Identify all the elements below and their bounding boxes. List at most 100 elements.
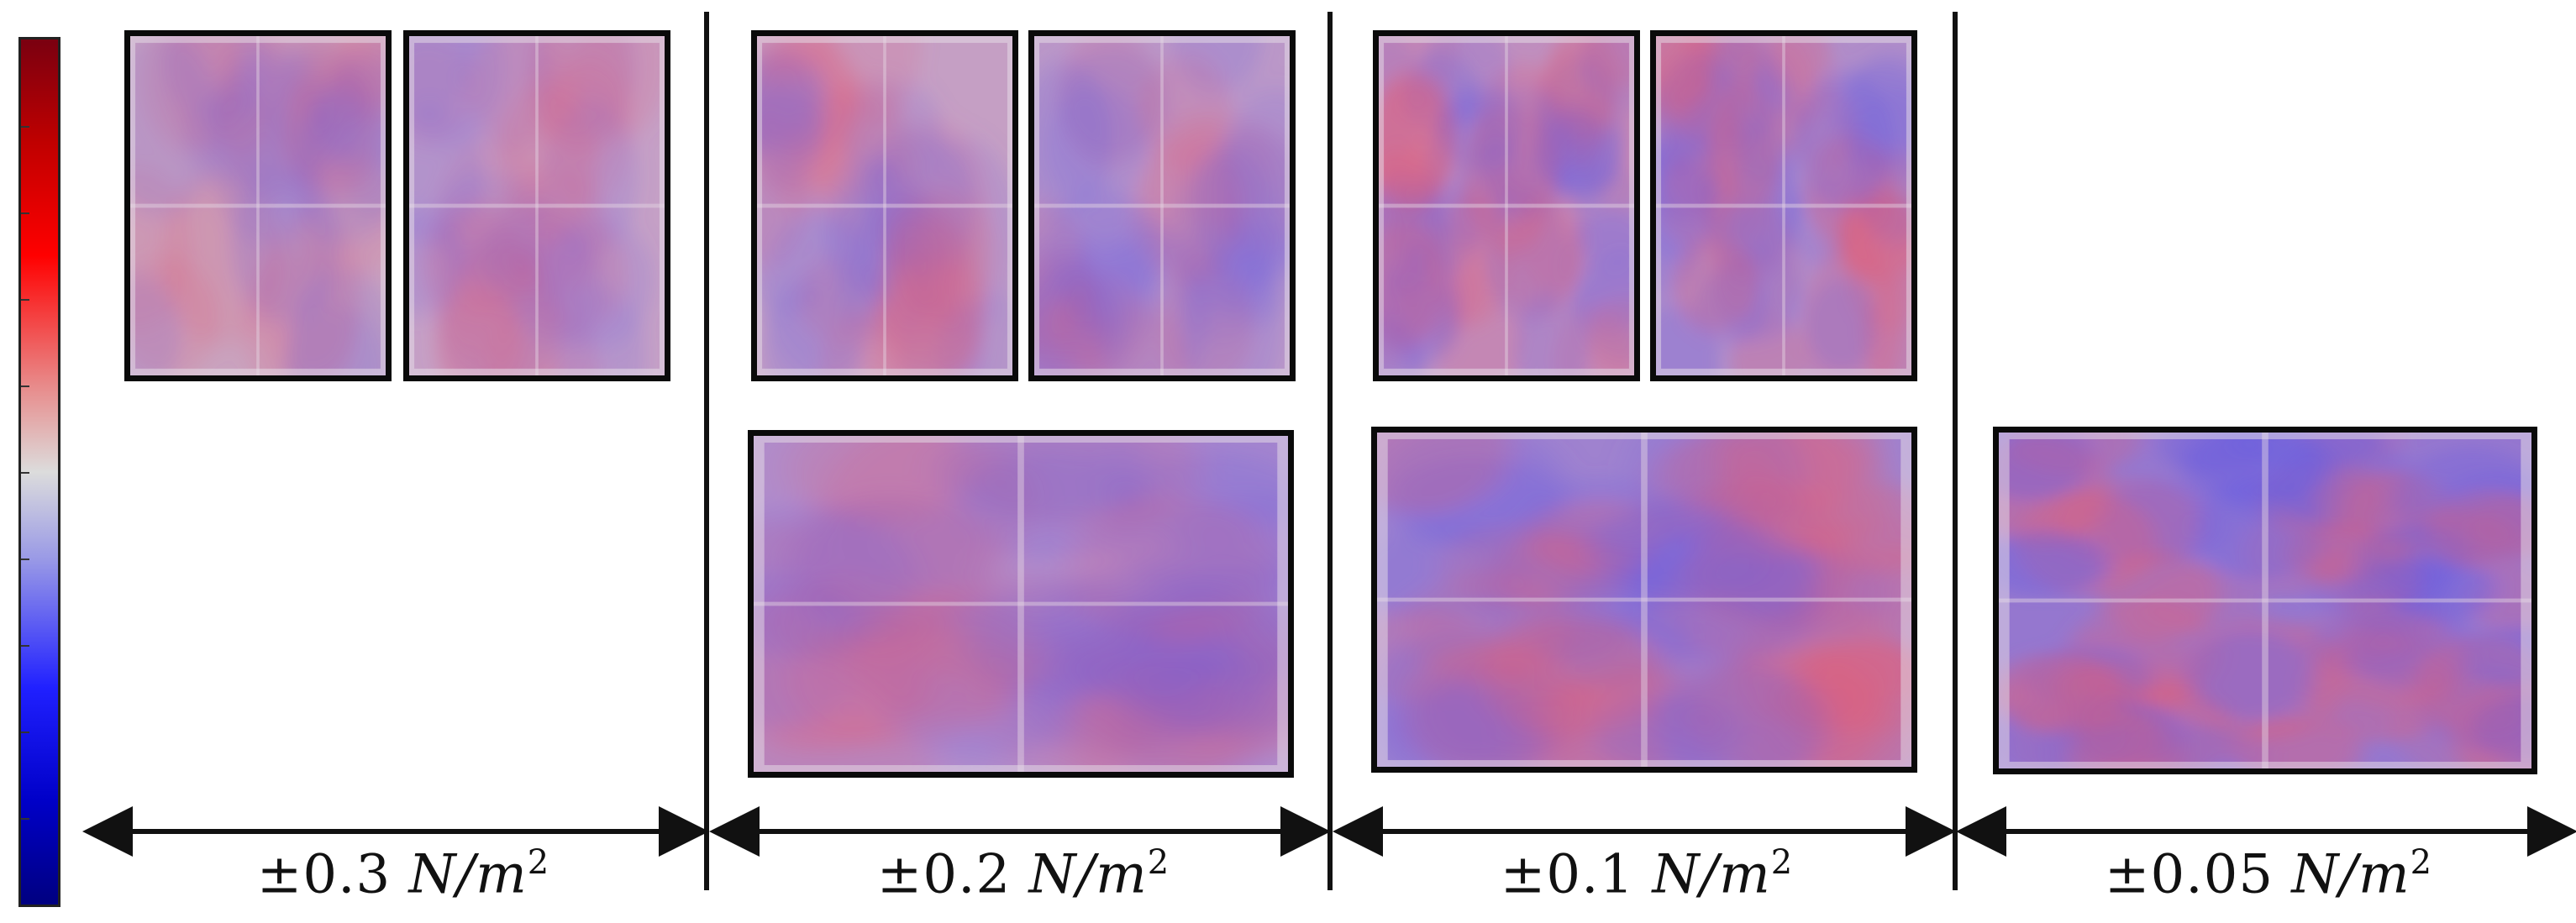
high-pressure-blob: [1067, 496, 1281, 642]
low-pressure-blob: [130, 273, 181, 375]
panel-g01-top-left: [1373, 30, 1640, 381]
range-label-g005: ±0.05 N/m2: [2100, 843, 2437, 905]
high-pressure-blob: [1672, 237, 1759, 333]
unit-exponent: 2: [1147, 843, 1170, 882]
low-pressure-blob: [1629, 522, 1822, 666]
pressure-field: [1034, 36, 1290, 375]
low-pressure-blob: [1656, 126, 1722, 222]
high-pressure-blob: [861, 290, 979, 375]
pressure-field: [1999, 433, 2531, 768]
high-pressure-blob: [530, 36, 633, 156]
range-unit: N/m: [408, 843, 528, 906]
pressure-field: [130, 36, 386, 375]
low-pressure-blob: [1848, 87, 1911, 244]
low-pressure-blob: [1193, 129, 1290, 288]
high-pressure-blob: [1379, 218, 1443, 350]
panel-g02-bottom: [748, 430, 1294, 778]
colorbar-tick: [21, 212, 29, 214]
low-pressure-blob: [1653, 664, 1829, 767]
low-pressure-blob: [130, 36, 221, 216]
range-label-g02: ±0.2 N/m2: [864, 843, 1183, 905]
colorbar: [18, 37, 60, 907]
range-unit: N/m: [2291, 843, 2410, 906]
high-pressure-blob: [1999, 653, 2126, 732]
low-pressure-blob: [1999, 433, 2095, 501]
divider-1: [704, 12, 709, 890]
range-label-g03: ±0.3 N/m2: [244, 843, 563, 905]
unit-exponent: 2: [1770, 843, 1794, 882]
high-pressure-blob: [1401, 642, 1586, 767]
panel-edge-fade: [1379, 36, 1634, 375]
panel-g02-top-right: [1028, 30, 1296, 381]
low-pressure-blob: [936, 436, 1152, 521]
high-pressure-blob: [1708, 82, 1784, 208]
range-value: ±0.05: [2104, 843, 2274, 906]
high-pressure-blob: [1377, 433, 1512, 514]
pressure-field: [1377, 433, 1911, 767]
colorbar-tick: [21, 732, 29, 733]
low-pressure-blob: [2194, 478, 2326, 581]
colorbar-tick: [21, 299, 29, 301]
low-pressure-blob: [1513, 293, 1590, 375]
panel-edge-fade: [1034, 36, 1290, 375]
divider-2: [1327, 12, 1333, 890]
high-pressure-blob: [2317, 539, 2423, 613]
high-pressure-blob: [519, 213, 629, 333]
colorbar-tick: [21, 126, 29, 128]
panel-g01-top-right: [1650, 30, 1917, 381]
panel-edge-fade: [1656, 36, 1911, 375]
panel-g02-top-left: [751, 30, 1018, 381]
range-label-g01: ±0.1 N/m2: [1487, 843, 1806, 905]
high-pressure-blob: [817, 36, 923, 121]
high-pressure-blob: [757, 36, 831, 81]
panel-edge-fade: [409, 36, 665, 375]
high-pressure-blob: [2230, 718, 2363, 768]
divider-3: [1953, 12, 1958, 890]
range-value: ±0.3: [256, 843, 392, 906]
low-pressure-blob: [2226, 433, 2389, 471]
panel-edge-fade: [1999, 433, 2531, 768]
low-pressure-blob: [754, 504, 917, 659]
high-pressure-blob: [1139, 54, 1232, 169]
high-pressure-blob: [2313, 469, 2423, 540]
colorbar-tick: [21, 472, 29, 474]
low-pressure-blob: [313, 58, 386, 170]
low-pressure-blob: [1806, 276, 1878, 374]
low-pressure-blob: [1092, 228, 1210, 375]
low-pressure-blob: [1999, 530, 2110, 595]
range-value: ±0.2: [876, 843, 1012, 906]
panel-g01-bottom: [1371, 427, 1917, 773]
unit-exponent: 2: [2410, 843, 2433, 882]
pressure-field: [1379, 36, 1634, 375]
pressure-field: [757, 36, 1012, 375]
range-value: ±0.1: [1500, 843, 1635, 906]
panel-g03-top-left: [124, 30, 392, 381]
pressure-field: [1656, 36, 1911, 375]
panel-edge-fade: [130, 36, 386, 375]
low-pressure-blob: [1044, 84, 1149, 209]
high-pressure-blob: [434, 291, 526, 375]
pressure-field: [754, 436, 1288, 772]
colorbar-tick: [21, 818, 29, 820]
panel-edge-fade: [757, 36, 1012, 375]
high-pressure-blob: [2100, 551, 2221, 639]
low-pressure-blob: [2184, 631, 2316, 720]
high-pressure-blob: [2428, 489, 2531, 573]
high-pressure-blob: [1379, 70, 1460, 204]
panel-g03-top-right: [403, 30, 670, 381]
panel-edge-fade: [1377, 433, 1911, 767]
pressure-field: [409, 36, 665, 375]
high-pressure-blob: [2322, 613, 2467, 709]
range-unit: N/m: [1652, 843, 1771, 906]
high-pressure-blob: [1746, 36, 1828, 92]
panel-g005-bottom: [1993, 427, 2537, 774]
panel-edge-fade: [754, 436, 1288, 772]
low-pressure-blob: [1579, 36, 1634, 112]
colorbar-tick: [21, 645, 29, 647]
range-unit: N/m: [1028, 843, 1148, 906]
low-pressure-blob: [1478, 84, 1575, 218]
colorbar-tick: [21, 559, 29, 560]
colorbar-tick: [21, 385, 29, 387]
unit-exponent: 2: [527, 843, 550, 882]
